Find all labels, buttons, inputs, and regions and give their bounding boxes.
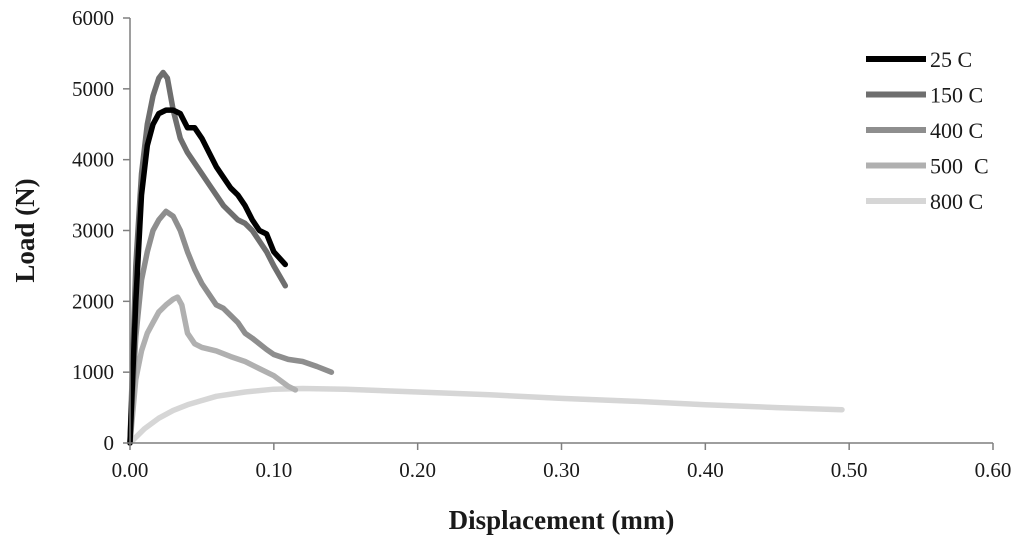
legend: 25 C 150 C 400 C 500 C 800 C — [866, 47, 989, 214]
x-tick-label: 0.60 — [975, 458, 1012, 482]
y-tick-label: 5000 — [72, 77, 114, 101]
x-tick-label: 0.30 — [543, 458, 580, 482]
x-axis-title: Displacement (mm) — [449, 505, 675, 535]
series-line-1 — [127, 69, 289, 446]
x-tick-label: 0.00 — [112, 458, 149, 482]
legend-label-2: 400 C — [930, 118, 983, 143]
y-tick-label: 2000 — [72, 289, 114, 313]
y-tick-label: 1000 — [72, 360, 114, 384]
y-tick-label: 4000 — [72, 148, 114, 172]
x-tick-label: 0.40 — [687, 458, 724, 482]
x-tick-label: 0.20 — [399, 458, 436, 482]
series-line-3 — [127, 294, 299, 446]
y-axis-title: Load (N) — [10, 178, 40, 282]
ticks: 0.00 0.10 0.20 0.30 0.40 0.50 0.60 0 1000 2000 300… — [72, 6, 1011, 482]
series-line-0 — [127, 107, 289, 446]
series-line-4 — [127, 385, 845, 446]
x-tick-label: 0.10 — [255, 458, 292, 482]
legend-label-0: 25 C — [930, 47, 972, 72]
series-layer — [127, 69, 845, 446]
series-line-2 — [127, 208, 335, 446]
x-tick-label: 0.50 — [831, 458, 868, 482]
y-tick-label: 6000 — [72, 6, 114, 30]
y-tick-label: 0 — [104, 431, 115, 455]
y-tick-label: 3000 — [72, 219, 114, 243]
legend-label-3: 500 C — [930, 154, 989, 179]
legend-label-1: 150 C — [930, 83, 983, 108]
legend-label-4: 800 C — [930, 189, 983, 214]
